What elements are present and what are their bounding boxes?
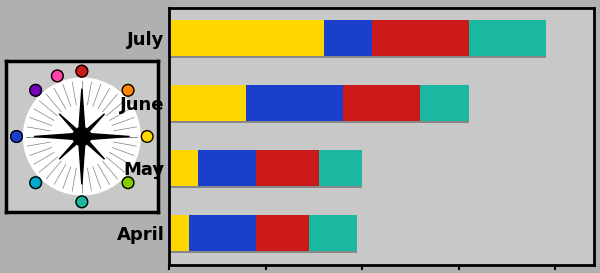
Polygon shape [59, 129, 90, 159]
Bar [323, 20, 372, 56]
Bar [198, 152, 256, 188]
Bar [169, 215, 188, 251]
Bar [343, 87, 420, 123]
Bar [469, 22, 546, 58]
Polygon shape [34, 132, 91, 141]
Bar [169, 22, 323, 58]
Polygon shape [59, 114, 90, 144]
Bar [188, 217, 256, 253]
Bar [372, 22, 469, 58]
Bar [343, 85, 420, 121]
Polygon shape [74, 114, 104, 144]
Bar [188, 215, 256, 251]
Bar [323, 22, 372, 58]
Polygon shape [78, 89, 86, 145]
Circle shape [122, 177, 134, 189]
Circle shape [23, 78, 140, 195]
Bar [169, 152, 198, 188]
Circle shape [11, 131, 22, 142]
Bar [319, 150, 362, 186]
Bar [420, 87, 469, 123]
Circle shape [122, 84, 134, 96]
Polygon shape [74, 129, 104, 159]
Bar [169, 20, 323, 56]
Bar [372, 20, 469, 56]
Bar [319, 152, 362, 188]
Circle shape [76, 65, 88, 77]
Polygon shape [73, 132, 130, 141]
Bar [420, 85, 469, 121]
Bar [309, 215, 358, 251]
Polygon shape [78, 132, 86, 141]
Bar [256, 152, 319, 188]
Bar [247, 87, 343, 123]
Bar [169, 217, 188, 253]
Circle shape [142, 131, 153, 142]
Bar [198, 150, 256, 186]
Bar [169, 150, 198, 186]
Bar [256, 215, 309, 251]
Circle shape [52, 70, 63, 82]
Circle shape [30, 84, 41, 96]
Bar [256, 217, 309, 253]
Circle shape [30, 177, 41, 189]
Polygon shape [78, 128, 86, 184]
Bar [309, 217, 358, 253]
Bar [256, 150, 319, 186]
Bar [247, 85, 343, 121]
Bar [169, 87, 247, 123]
Bar [469, 20, 546, 56]
Circle shape [76, 196, 88, 208]
Bar [169, 85, 247, 121]
